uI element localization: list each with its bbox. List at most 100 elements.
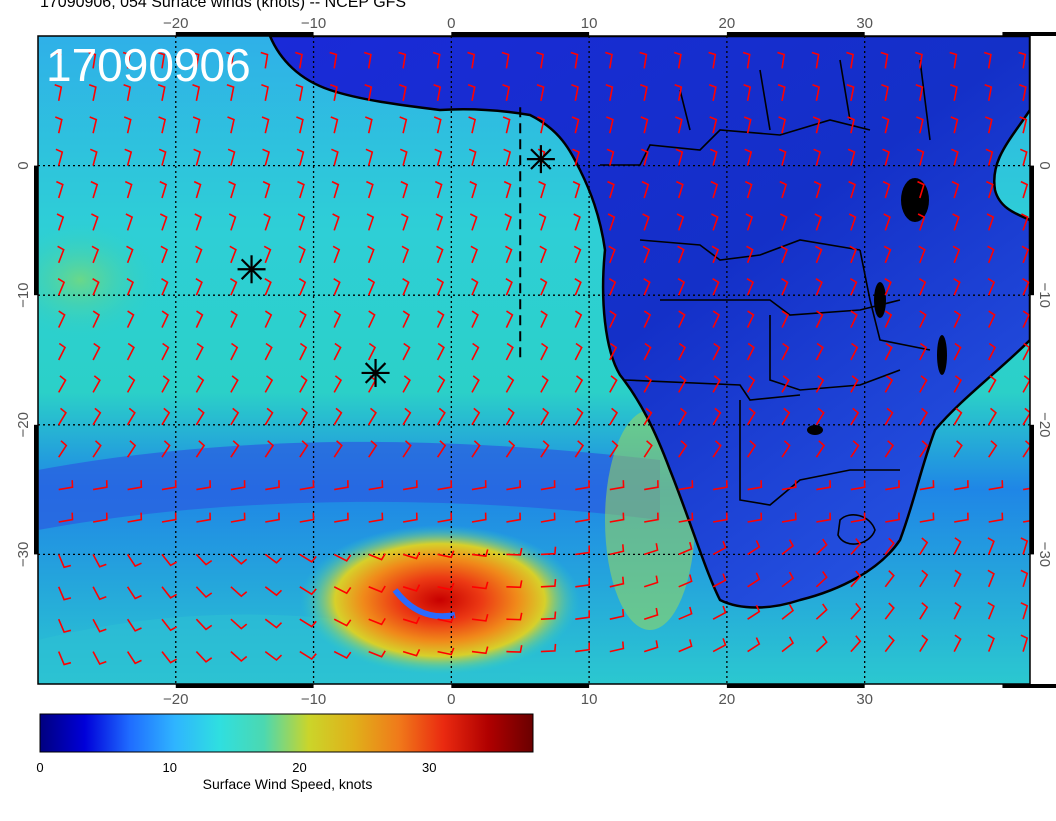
wind-barb xyxy=(640,84,648,101)
moderate-wind-area xyxy=(38,220,160,340)
wind-barb xyxy=(434,148,443,166)
wind-barb xyxy=(468,116,477,134)
wind-barb xyxy=(333,278,341,296)
wind-barb xyxy=(193,148,202,166)
wind-barb xyxy=(159,213,168,231)
wind-barb xyxy=(471,342,480,361)
wind-barb xyxy=(436,278,445,296)
wind-barb xyxy=(161,278,169,296)
wind-barb xyxy=(919,440,929,458)
lon-tick-label-top: 0 xyxy=(447,15,455,32)
wind-barb xyxy=(196,512,212,523)
wind-barb xyxy=(161,480,177,491)
wind-barb xyxy=(880,51,889,69)
wind-barb xyxy=(195,310,204,328)
wind-barb xyxy=(505,310,514,328)
wind-barb xyxy=(643,278,651,296)
wind-barb xyxy=(503,180,512,199)
wind-barb xyxy=(126,586,142,600)
wind-barb xyxy=(368,650,386,658)
wind-barb xyxy=(471,646,489,655)
wind-barb xyxy=(161,512,177,523)
lat-tick-label-right: −20 xyxy=(1036,412,1053,437)
wind-barb xyxy=(191,51,200,69)
wind-barb xyxy=(850,310,858,328)
wind-barb xyxy=(402,342,411,361)
lat-tick-label-left: 0 xyxy=(15,161,32,169)
axis-bar-bottom xyxy=(1002,684,1056,688)
wind-barb xyxy=(126,440,137,458)
wind-barb xyxy=(92,618,107,633)
asterisk-marker xyxy=(237,255,266,284)
wind-barb xyxy=(606,116,614,134)
storm-area xyxy=(300,525,580,675)
wind-barb xyxy=(884,375,894,393)
wind-barb xyxy=(367,310,376,328)
wind-barb xyxy=(781,407,791,426)
wind-barb xyxy=(609,641,625,653)
colorbar-title: Surface Wind Speed, knots xyxy=(202,776,373,792)
wind-barb xyxy=(57,245,65,264)
wind-barb xyxy=(609,440,619,458)
wind-barb xyxy=(572,148,580,166)
wind-barb xyxy=(885,480,900,491)
wind-barb xyxy=(227,116,235,134)
wind-barb xyxy=(161,375,170,393)
axis-bar-right xyxy=(1030,165,1034,296)
date-stamp: 17090906 xyxy=(46,39,251,91)
lon-tick-label-bottom: 0 xyxy=(447,691,455,708)
wind-barb xyxy=(953,310,962,328)
wind-barb xyxy=(884,537,895,555)
wind-barb xyxy=(505,278,513,296)
wind-barb xyxy=(609,310,617,328)
wind-barb xyxy=(985,116,993,134)
wind-barb xyxy=(919,480,935,491)
wind-barb xyxy=(953,440,963,458)
wind-barb xyxy=(504,213,512,231)
wind-barb xyxy=(88,84,97,101)
wind-barb xyxy=(781,480,797,491)
wind-barb xyxy=(333,375,343,393)
wind-barb xyxy=(881,116,890,134)
wind-barb xyxy=(57,651,72,666)
wind-barb xyxy=(58,480,74,491)
wind-barb xyxy=(333,586,352,595)
wind-barb xyxy=(228,180,236,199)
wind-barb xyxy=(987,310,996,328)
wind-barb xyxy=(295,84,304,101)
wind-barb xyxy=(640,116,649,134)
wind-barb xyxy=(501,51,510,69)
wind-barb xyxy=(747,637,761,653)
wind-barb xyxy=(540,480,556,491)
wind-barb xyxy=(781,342,790,361)
wind-barb xyxy=(744,148,753,166)
wind-barb xyxy=(57,586,72,601)
wind-barb xyxy=(746,310,755,328)
wind-barb xyxy=(781,604,795,620)
wind-barb xyxy=(471,375,480,393)
wind-barb xyxy=(161,586,178,599)
wind-barb xyxy=(126,407,136,426)
wind-barb xyxy=(402,649,421,657)
wind-barb xyxy=(55,116,63,134)
wind-barb xyxy=(574,278,582,296)
storm-core xyxy=(392,588,456,620)
wind-barb xyxy=(745,213,754,231)
wind-barb xyxy=(436,245,444,264)
axis-bar-top xyxy=(726,32,865,36)
wind-barb xyxy=(574,440,585,458)
wind-barb xyxy=(781,375,790,393)
wind-barb xyxy=(988,480,1004,491)
wind-barb xyxy=(1021,213,1029,231)
wind-barb xyxy=(815,635,828,653)
wind-barb xyxy=(402,440,412,458)
wind-barb xyxy=(193,180,202,199)
wind-barb xyxy=(506,612,523,621)
wind-barb xyxy=(642,213,650,231)
wind-barb xyxy=(609,609,625,620)
wind-barb xyxy=(333,618,352,627)
lat-tick-label-left: −30 xyxy=(15,542,32,567)
wind-barb xyxy=(884,407,894,426)
wind-barb xyxy=(643,543,659,556)
axis-bar-top xyxy=(1002,32,1056,36)
